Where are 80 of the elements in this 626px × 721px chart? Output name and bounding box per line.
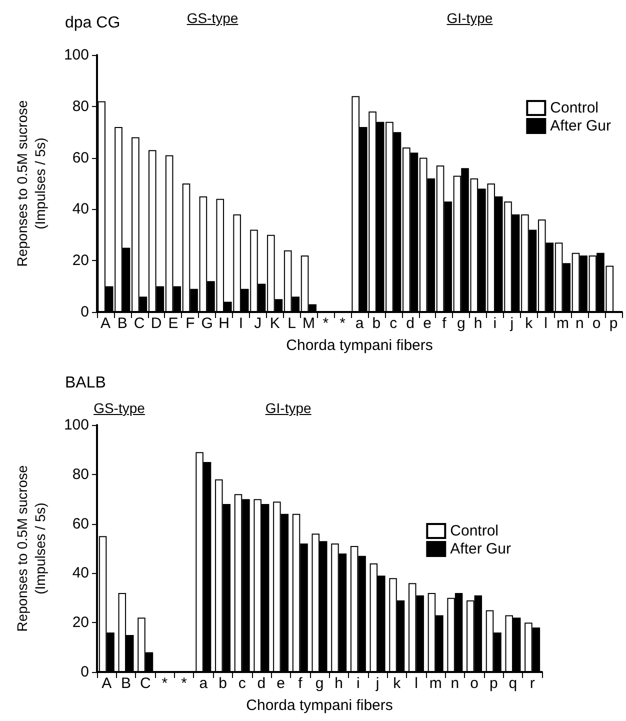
x-tick-label: q — [508, 675, 518, 692]
x-tick-label: F — [186, 315, 195, 332]
x-tick-label: K — [270, 315, 280, 332]
y-axis-title: Reponses to 0.5M sucrose (Impulses / 5s) — [14, 100, 48, 267]
y-tick-label: 80 — [72, 98, 89, 115]
x-tick-label: n — [575, 315, 584, 332]
x-tick-label: A — [100, 315, 110, 332]
x-tick-label: r — [530, 675, 535, 692]
legend-label: Control — [550, 100, 599, 116]
y-tick-label: 20 — [72, 614, 89, 632]
x-tick-label: C — [134, 315, 145, 332]
x-tick-label: G — [201, 315, 213, 332]
x-tick-label: g — [456, 315, 466, 332]
x-tick-label: d — [406, 315, 414, 332]
x-tick-label: g — [315, 675, 324, 692]
y-tick-label: 40 — [72, 564, 89, 582]
y-tick-label: 40 — [72, 200, 89, 218]
y-tick-label: 20 — [72, 252, 89, 270]
chart-title: dpa CG — [65, 14, 120, 32]
x-tick-label: n — [450, 675, 460, 692]
legend-label: After Gur — [450, 540, 512, 558]
x-tick-label: b — [218, 675, 227, 692]
x-tick-label: e — [423, 315, 432, 332]
y-tick-label: 0 — [80, 664, 89, 680]
text: GS-type — [94, 400, 145, 416]
x-tick-label: l — [414, 675, 418, 692]
x-tick-label: f — [298, 675, 304, 692]
x-tick-label: f — [442, 315, 448, 332]
x-tick-label: l — [544, 315, 548, 332]
x-tick-label: i — [493, 315, 497, 332]
x-tick-label: M — [302, 315, 315, 332]
x-tick-label: E — [168, 315, 178, 332]
x-tick-label: i — [356, 675, 360, 692]
x-tick-label: m — [556, 315, 569, 332]
x-tick-label: C — [140, 675, 151, 692]
x-tick-label: h — [474, 315, 482, 332]
x-tick-label: d — [257, 675, 266, 692]
x-tick-label: J — [254, 315, 262, 332]
x-tick-label: k — [525, 315, 534, 332]
x-tick-label: D — [150, 315, 162, 332]
x-tick-label: j — [509, 315, 514, 332]
x-tick-label: k — [393, 675, 402, 692]
x-tick-label: A — [102, 675, 112, 692]
x-tick-label: B — [117, 315, 128, 332]
x-axis-title: Chorda tympani fibers — [246, 697, 393, 714]
x-tick-label: p — [489, 675, 498, 692]
y-tick-label: 60 — [72, 149, 89, 166]
text: GS-type — [186, 10, 238, 26]
x-tick-label: o — [470, 675, 478, 692]
x-tick-label: e — [276, 675, 285, 692]
y-tick-label: 0 — [80, 304, 89, 320]
x-tick-label: m — [429, 675, 442, 692]
y-tick-label: 80 — [72, 466, 89, 483]
x-tick-label: I — [238, 315, 244, 332]
x-tick-label: b — [372, 315, 381, 332]
text: GI-type — [446, 10, 493, 26]
legend-label: Control — [450, 522, 499, 540]
x-tick-label: a — [355, 315, 364, 332]
x-tick-label: * — [340, 315, 346, 332]
x-tick-label: L — [288, 315, 296, 332]
y-axis-title: Reponses to 0.5M sucrose (Impulses / 5s) — [14, 465, 48, 632]
legend-label: After Gur — [550, 118, 612, 134]
y-tick-label: 100 — [64, 46, 89, 64]
y-tick-label: 60 — [72, 515, 89, 532]
x-tick-label: j — [374, 675, 380, 692]
text: GI-type — [265, 400, 312, 416]
x-tick-label: c — [390, 315, 398, 332]
x-tick-label: a — [199, 675, 208, 692]
x-tick-label: * — [162, 675, 168, 692]
y-tick-label: 100 — [64, 416, 89, 434]
x-tick-label: p — [609, 315, 618, 332]
chart-title: BALB — [65, 374, 106, 392]
x-tick-label: * — [181, 675, 188, 692]
x-tick-label: o — [592, 315, 601, 332]
x-tick-label: B — [121, 675, 132, 692]
x-tick-label: h — [334, 675, 344, 692]
x-tick-label: c — [238, 675, 246, 692]
x-tick-label: H — [218, 315, 230, 332]
x-tick-label: * — [322, 315, 329, 332]
x-axis-title: Chorda tympani fibers — [286, 337, 433, 354]
